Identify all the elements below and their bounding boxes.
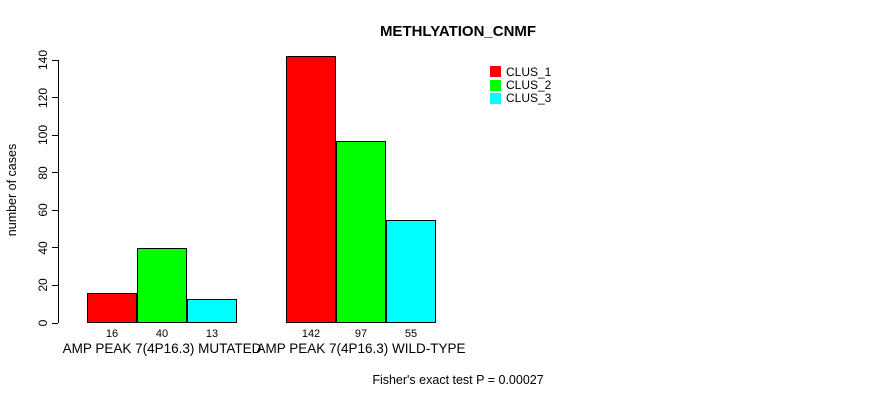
bar-value-clus_1-group2: 142 [301,328,321,340]
legend-row-clus_3: CLUS_3 [490,91,552,106]
legend-swatch-clus_3 [490,92,501,104]
legend-row-clus_2: CLUS_2 [490,78,552,93]
bar-clus_3-group2 [386,220,436,323]
legend-swatch-clus_2 [490,79,501,91]
bar-clus_3-group1 [187,299,237,323]
legend: CLUS_1 CLUS_2 CLUS_3 [490,65,551,105]
legend-label-clus_3: CLUS_3 [506,91,552,106]
y-tick-mark-20 [52,284,58,286]
bar-clus_1-group1 [87,293,137,323]
group-label-2: AMP PEAK 7(4P16.3) WILD-TYPE [256,341,466,356]
bar-value-clus_3-group2: 55 [404,328,418,340]
legend-label-clus_1: CLUS_1 [506,64,552,79]
y-tick-mark-40 [52,247,58,249]
y-tick-label-20: 20 [36,278,50,293]
y-tick-label-140: 140 [36,49,50,71]
bar-value-clus_2-group1: 40 [155,328,169,340]
y-tick-label-0: 0 [36,319,50,327]
legend-row-clus_1: CLUS_1 [490,64,552,79]
bar-value-clus_2-group2: 97 [354,328,368,340]
y-tick-mark-80 [52,172,58,174]
y-tick-label-100: 100 [36,125,50,146]
legend-swatch-clus_1 [490,66,501,78]
y-tick-mark-140 [52,59,58,61]
bar-clus_2-group1 [137,248,187,323]
y-tick-mark-100 [52,134,58,136]
y-axis-label: number of cases [5,143,19,237]
y-tick-mark-0 [52,322,58,324]
y-tick-label-60: 60 [36,203,50,217]
y-tick-mark-60 [52,209,58,211]
y-tick-mark-120 [52,97,58,99]
bar-value-clus_1-group1: 16 [105,328,119,340]
chart-title: METHLYATION_CNMF [379,23,537,40]
y-tick-label-80: 80 [36,166,50,180]
y-tick-label-120: 120 [36,87,50,108]
bar-clus_2-group2 [336,141,386,323]
bar-clus_1-group2 [286,56,336,323]
group-label-1: AMP PEAK 7(4P16.3) MUTATED [62,341,262,356]
y-tick-label-40: 40 [36,241,50,255]
bar-value-clus_3-group1: 13 [205,328,219,340]
legend-label-clus_2: CLUS_2 [506,78,552,93]
fisher-test-annotation: Fisher's exact test P = 0.00027 [372,373,544,387]
y-axis-line [58,60,59,323]
